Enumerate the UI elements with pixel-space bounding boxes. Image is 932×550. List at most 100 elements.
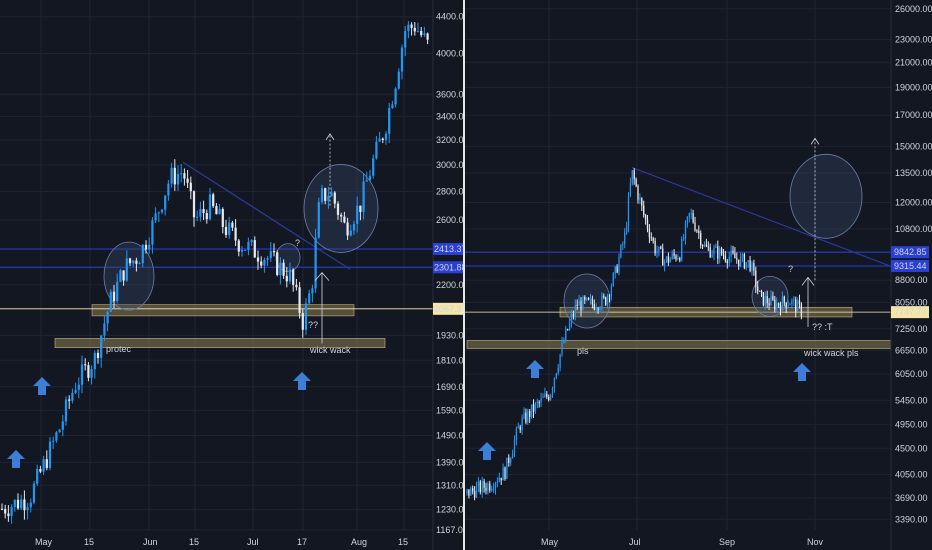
left-candle-20 (64, 399, 68, 422)
right-candle-59 (578, 301, 580, 306)
left-candle-100 (320, 188, 324, 202)
y-tick-label-left: 1390.00 (436, 457, 463, 467)
left-candle-65 (208, 194, 212, 220)
right-candle-103 (662, 248, 664, 266)
left-candle-83 (266, 258, 269, 260)
left-candle-117 (375, 141, 378, 159)
left-candle-13 (42, 459, 45, 472)
left-candle-73 (234, 227, 237, 241)
right-candle-62 (584, 296, 586, 300)
left-candle-14 (45, 459, 48, 468)
right-candle-170 (789, 304, 791, 306)
right-candle-71 (601, 295, 603, 308)
left-candle-37 (119, 270, 122, 282)
right-candle-49 (559, 354, 561, 368)
right-candle-138 (728, 256, 730, 264)
left-candle-49 (157, 212, 160, 214)
left-candle-78 (250, 240, 253, 243)
candlestick-chart-left[interactable]: protec??? wick wack 4400.00 4000.00 3600.00 3… (0, 0, 463, 550)
right-candle-55 (570, 314, 573, 323)
y-tick-label-right: 6650.00 (895, 345, 928, 355)
chart-panel-left[interactable]: protec??? wick wack 4400.00 4000.00 3600.00 3… (0, 0, 463, 550)
right-candle-98 (652, 238, 654, 241)
annotation-question-right: ? (788, 264, 793, 274)
right-candle-174 (796, 300, 799, 312)
right-candle-25 (513, 439, 516, 453)
right-candle-0 (466, 489, 468, 494)
chart-panel-right[interactable]: pls? ?? :T wick wack pls 26000.00 23000.00 21… (465, 0, 932, 550)
y-tick-label-left: 3400.00 (436, 111, 463, 121)
left-candle-61 (196, 216, 199, 218)
left-candle-48 (154, 213, 157, 221)
left-candle-74 (237, 240, 240, 252)
left-candle-102 (327, 196, 330, 201)
left-candle-115 (368, 175, 372, 181)
right-candle-109 (673, 253, 675, 256)
right-candle-7 (479, 481, 481, 493)
left-candle-12 (39, 469, 42, 472)
right-candle-4 (473, 490, 476, 498)
right-candle-48 (557, 367, 559, 374)
right-candle-39 (540, 397, 542, 403)
y-tick-label-left: 1310.00 (436, 480, 463, 490)
left-candle-116 (372, 158, 375, 176)
y-tick-label-right: 8800.00 (895, 275, 928, 285)
left-candle-87 (279, 262, 282, 275)
right-candle-42 (546, 393, 548, 397)
left-candle-55 (176, 173, 180, 185)
x-tick-label-left: May (35, 537, 53, 547)
left-candle-52 (167, 183, 170, 196)
left-candle-10 (32, 483, 36, 503)
right-candle-157 (764, 296, 766, 306)
right-candle-11 (487, 483, 489, 491)
annotation-protec: protec (106, 344, 132, 354)
annotation-pls: pls (577, 346, 589, 356)
right-candle-72 (603, 295, 605, 298)
y-tick-label-right: 5450.00 (895, 395, 928, 405)
right-candle-100 (656, 251, 658, 254)
right-candle-132 (717, 246, 719, 259)
right-candle-9 (483, 481, 485, 488)
left-candle-0 (0, 508, 4, 510)
right-candle-149 (749, 260, 751, 271)
right-candle-153 (757, 286, 759, 291)
left-candle-114 (365, 180, 368, 182)
right-candle-28 (519, 426, 521, 430)
right-candle-89 (635, 179, 637, 187)
price-label-box-right (891, 259, 929, 272)
left-candle-76 (244, 249, 247, 251)
right-candle-168 (785, 302, 787, 308)
right-candle-107 (669, 258, 671, 263)
left-candle-106 (340, 214, 343, 217)
left-candle-58 (186, 178, 189, 183)
right-candle-75 (608, 295, 611, 297)
right-candle-110 (675, 255, 677, 260)
right-candle-85 (627, 196, 630, 227)
right-candle-86 (629, 183, 632, 197)
right-candle-119 (692, 213, 694, 223)
left-candle-38 (122, 270, 125, 281)
right-candle-136 (724, 255, 727, 261)
left-candle-129 (413, 27, 416, 32)
right-candle-20 (504, 467, 506, 479)
right-candle-47 (555, 373, 557, 379)
x-tick-label-left: Aug (351, 537, 367, 547)
right-candle-101 (658, 246, 660, 252)
left-candle-95 (304, 303, 308, 330)
panel-divider[interactable] (463, 0, 465, 550)
left-candle-7 (23, 499, 26, 511)
left-candle-46 (148, 244, 151, 250)
price-label-text-right: 9315.44 (894, 261, 927, 271)
right-candle-115 (684, 223, 687, 239)
left-candle-127 (407, 24, 410, 31)
right-candle-176 (800, 303, 803, 317)
right-candle-12 (489, 483, 491, 491)
y-tick-label-left: 1167.00 (436, 525, 463, 535)
right-candle-26 (515, 428, 518, 440)
right-candle-6 (477, 481, 480, 487)
right-candle-35 (532, 404, 535, 412)
left-candle-43 (138, 263, 141, 265)
up-arrow-1-right (478, 442, 496, 460)
right-candle-51 (563, 341, 565, 343)
candlestick-chart-right[interactable]: pls? ?? :T wick wack pls 26000.00 23000.00 21… (465, 0, 932, 550)
